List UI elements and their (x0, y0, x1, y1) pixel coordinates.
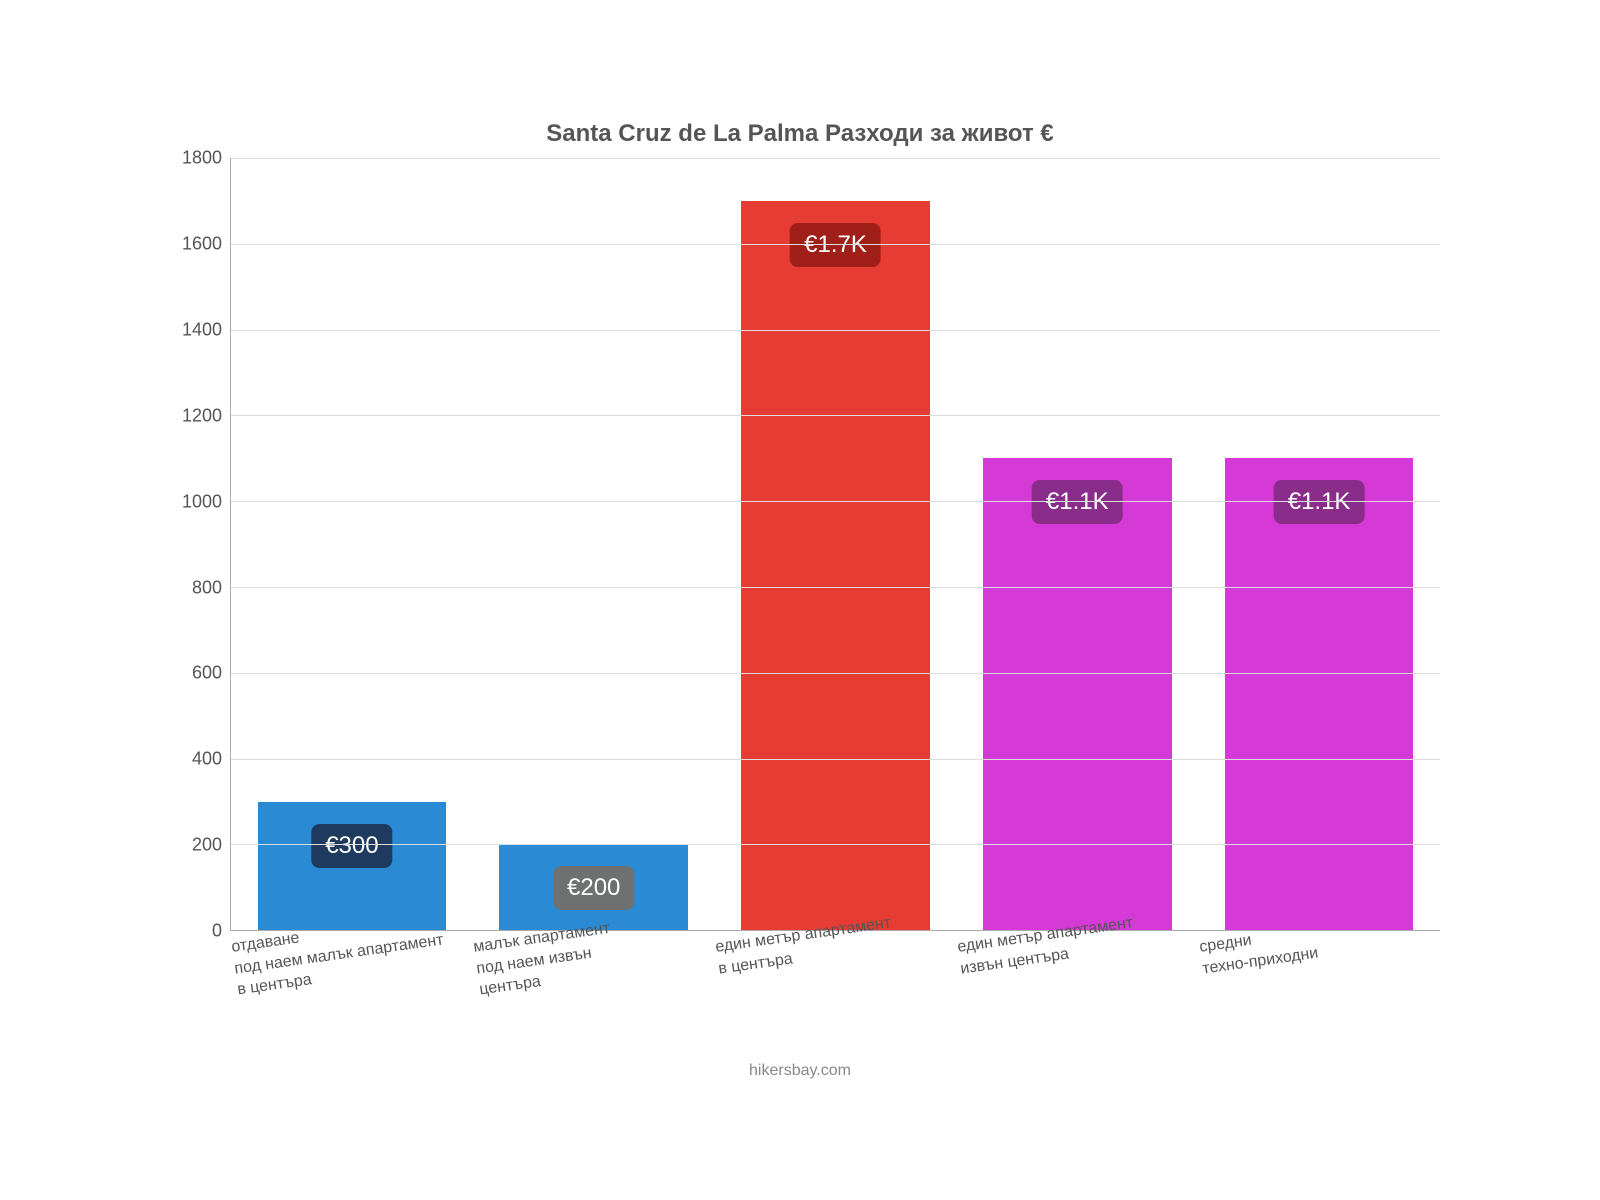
bar-slot: €1.1K (956, 158, 1198, 930)
y-tick-label: 200 (192, 835, 222, 856)
gridline (231, 415, 1440, 416)
chart-source: hikersbay.com (160, 1062, 1440, 1080)
plot-area: €300 €200 €1.7K €1.1K €1.1K (230, 158, 1440, 931)
y-tick-label: 1000 (182, 491, 222, 512)
gridline (231, 244, 1440, 245)
bar-slot: €300 (231, 158, 473, 930)
bars-layer: €300 €200 €1.7K €1.1K €1.1K (231, 158, 1440, 930)
bar-slot: €1.1K (1198, 158, 1440, 930)
bar-value-badge: €1.7K (790, 223, 881, 267)
x-label-slot: един метър апартамент в центъра (714, 931, 956, 1002)
y-tick-label: 1400 (182, 319, 222, 340)
y-tick-label: 1600 (182, 233, 222, 254)
y-tick-label: 1800 (182, 148, 222, 169)
bar-value-badge: €200 (553, 866, 634, 910)
gridline (231, 158, 1440, 159)
y-tick-label: 400 (192, 749, 222, 770)
x-label-slot: средни техно-приходни (1198, 931, 1440, 1002)
gridline (231, 587, 1440, 588)
gridline (231, 673, 1440, 674)
gridline (231, 844, 1440, 845)
bar-value-badge: €1.1K (1274, 480, 1365, 524)
y-axis: 020040060080010001200140016001800 (160, 158, 230, 931)
x-label-slot: отдаване под наем малък апартамент в цен… (230, 931, 472, 1002)
x-axis: отдаване под наем малък апартамент в цен… (230, 931, 1440, 1002)
bar: €200 (499, 844, 688, 930)
bar-value-badge: €300 (311, 824, 392, 868)
bar-slot: €1.7K (715, 158, 957, 930)
bar-slot: €200 (473, 158, 715, 930)
y-tick-label: 800 (192, 577, 222, 598)
y-tick-label: 600 (192, 663, 222, 684)
bar: €1.1K (1225, 458, 1414, 930)
gridline (231, 330, 1440, 331)
y-tick-label: 1200 (182, 405, 222, 426)
y-tick-label: 0 (212, 921, 222, 942)
x-label-slot: един метър апартамент извън центъра (956, 931, 1198, 1002)
x-label-slot: малък апартамент под наем извън центъра (472, 931, 714, 1002)
gridline (231, 759, 1440, 760)
chart-title: Santa Cruz de La Palma Разходи за живот … (160, 120, 1440, 148)
chart-container: Santa Cruz de La Palma Разходи за живот … (160, 120, 1440, 1080)
bar: €1.7K (741, 201, 930, 930)
x-axis-label: средни техно-приходни (1198, 921, 1323, 1001)
plot-row: 020040060080010001200140016001800 €300€2… (160, 158, 1440, 931)
gridline (231, 501, 1440, 502)
bar: €1.1K (983, 458, 1172, 930)
bar-value-badge: €1.1K (1032, 480, 1123, 524)
